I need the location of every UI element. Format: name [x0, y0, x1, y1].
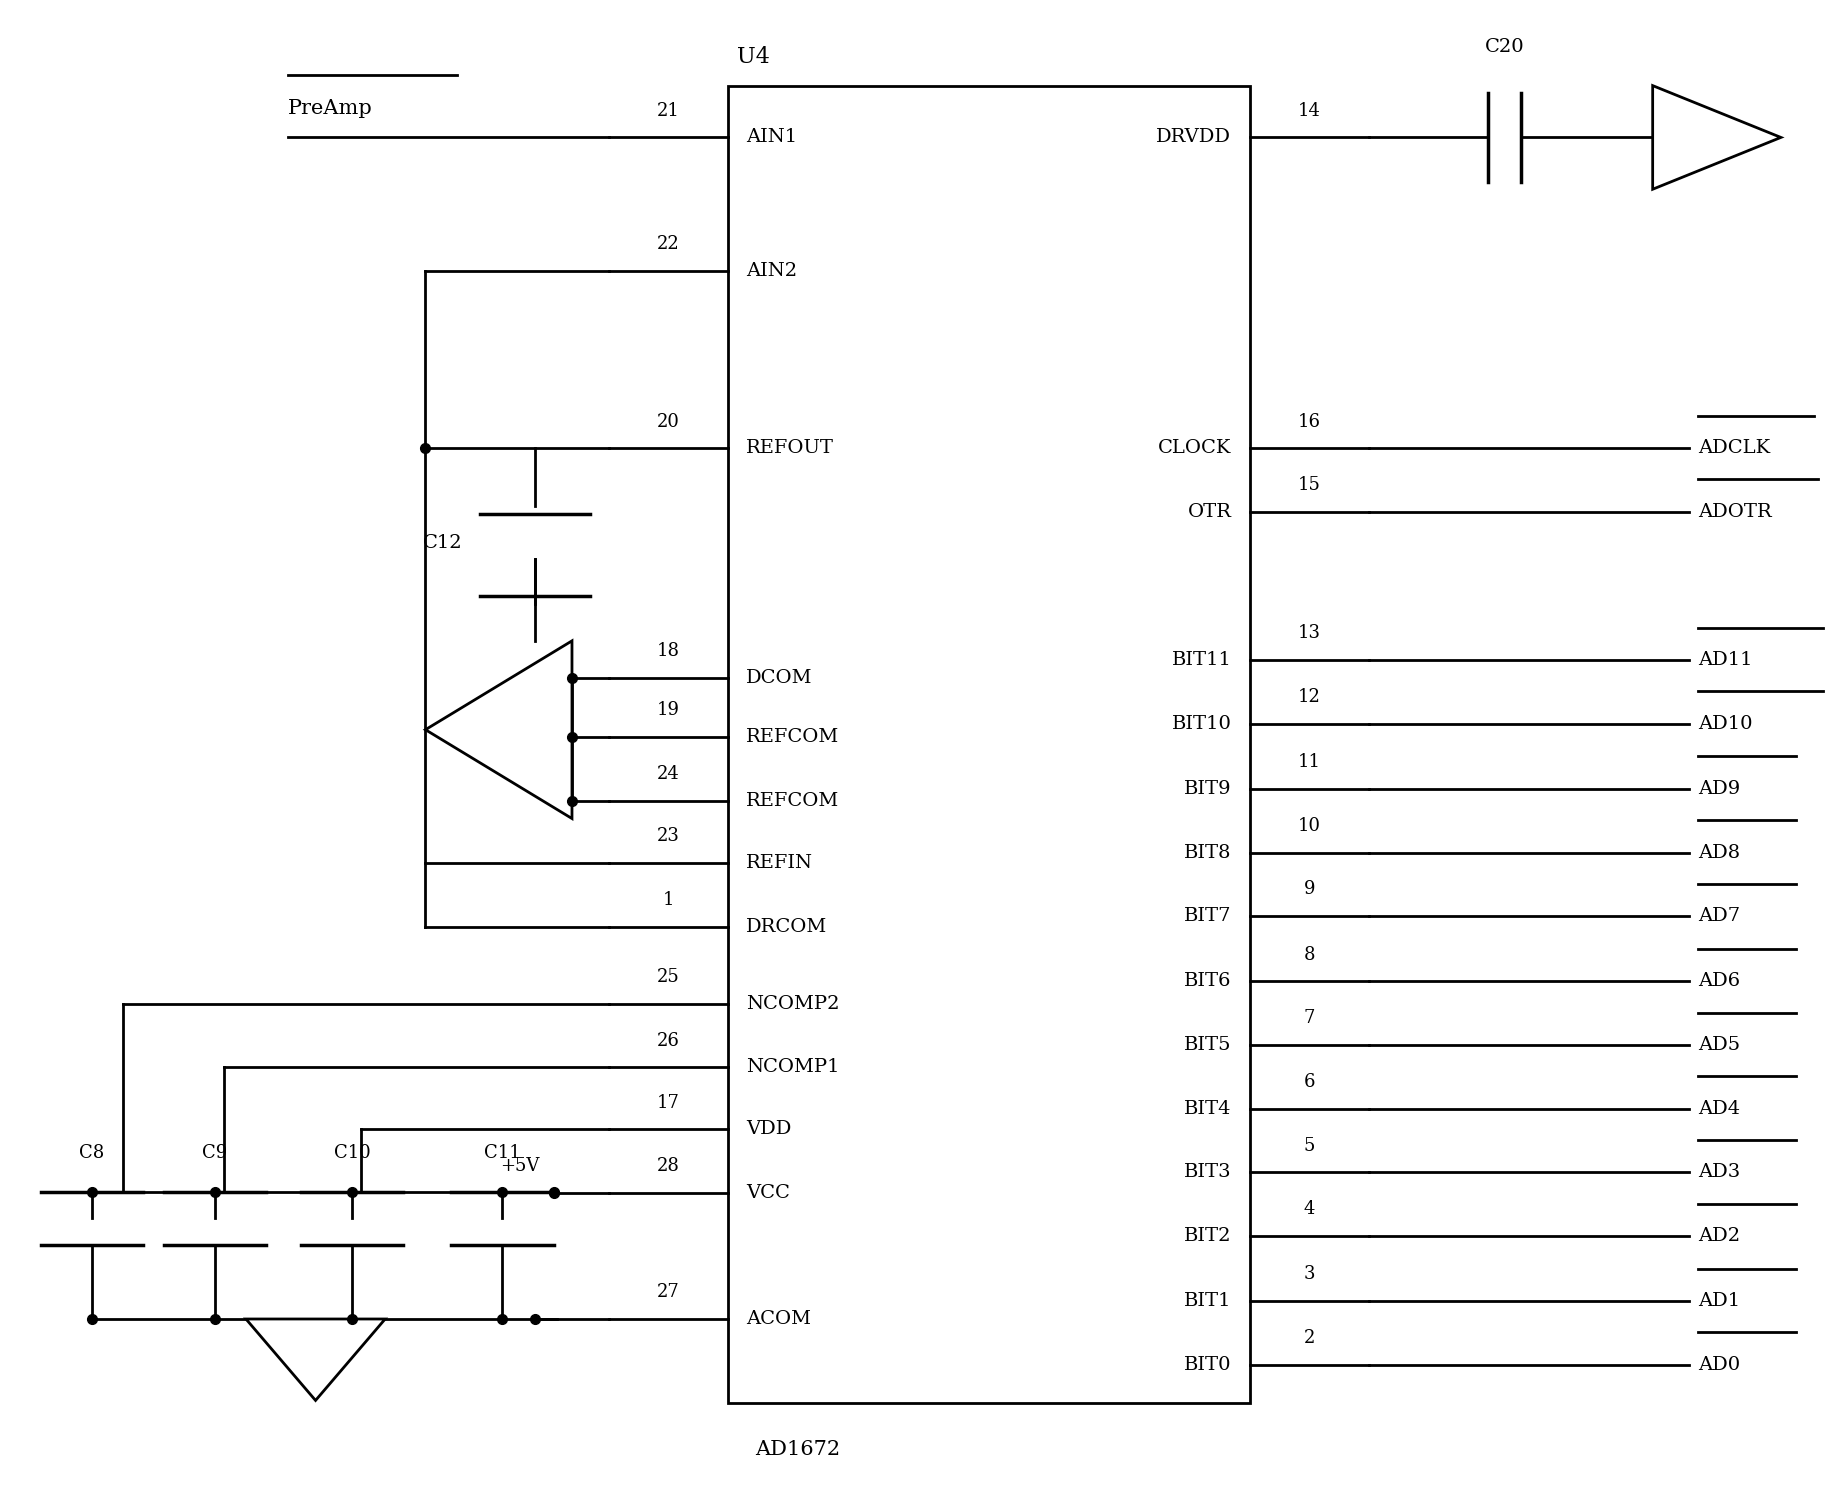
Text: DCOM: DCOM [745, 669, 813, 686]
Text: 10: 10 [1296, 817, 1320, 835]
Text: AD0: AD0 [1697, 1356, 1740, 1374]
Text: AD6: AD6 [1697, 972, 1740, 990]
Text: AIN1: AIN1 [745, 128, 796, 146]
Text: AD9: AD9 [1697, 780, 1740, 798]
Text: 3: 3 [1302, 1266, 1315, 1284]
Text: 28: 28 [657, 1157, 679, 1175]
Text: PreAmp: PreAmp [289, 100, 373, 118]
Text: CLOCK: CLOCK [1157, 439, 1230, 457]
Text: C20: C20 [1484, 39, 1523, 57]
Text: NCOMP1: NCOMP1 [745, 1059, 839, 1077]
Text: 27: 27 [657, 1284, 679, 1301]
Text: BIT6: BIT6 [1182, 972, 1230, 990]
Text: 20: 20 [657, 412, 679, 430]
Bar [726, 85, 1249, 1404]
Text: REFCOM: REFCOM [745, 728, 839, 746]
Text: 17: 17 [657, 1094, 679, 1112]
Text: AD4: AD4 [1697, 1100, 1740, 1118]
Text: 8: 8 [1302, 946, 1315, 963]
Text: 4: 4 [1302, 1200, 1315, 1218]
Text: VCC: VCC [745, 1184, 789, 1202]
Text: 2: 2 [1302, 1330, 1315, 1348]
Text: BIT3: BIT3 [1182, 1163, 1230, 1181]
Text: C9: C9 [202, 1144, 228, 1161]
Text: 11: 11 [1296, 753, 1320, 771]
Text: +5V: +5V [500, 1157, 539, 1175]
Text: BIT0: BIT0 [1182, 1356, 1230, 1374]
Text: NCOMP2: NCOMP2 [745, 995, 839, 1013]
Text: BIT1: BIT1 [1182, 1292, 1230, 1310]
Text: 7: 7 [1302, 1010, 1315, 1027]
Text: REFOUT: REFOUT [745, 439, 833, 457]
Text: C12: C12 [423, 535, 462, 552]
Text: U4: U4 [736, 46, 769, 68]
Text: REFIN: REFIN [745, 855, 813, 873]
Text: 18: 18 [657, 642, 679, 660]
Text: AD1: AD1 [1697, 1292, 1740, 1310]
Text: BIT11: BIT11 [1171, 651, 1230, 669]
Text: BIT4: BIT4 [1182, 1100, 1230, 1118]
Text: 13: 13 [1296, 624, 1320, 642]
Text: 5: 5 [1302, 1136, 1315, 1154]
Text: AD2: AD2 [1697, 1227, 1740, 1245]
Text: ADOTR: ADOTR [1697, 503, 1771, 521]
Text: AD11: AD11 [1697, 651, 1753, 669]
Text: C11: C11 [484, 1144, 520, 1161]
Text: 14: 14 [1296, 101, 1320, 119]
Text: DRVDD: DRVDD [1155, 128, 1230, 146]
Text: BIT5: BIT5 [1182, 1036, 1230, 1054]
Text: 19: 19 [657, 701, 679, 719]
Text: 24: 24 [657, 765, 679, 783]
Text: 26: 26 [657, 1032, 679, 1050]
Text: 1: 1 [662, 890, 673, 908]
Text: AIN2: AIN2 [745, 262, 796, 280]
Text: 21: 21 [657, 101, 679, 119]
Text: AD8: AD8 [1697, 844, 1740, 862]
Text: C8: C8 [79, 1144, 105, 1161]
Text: 22: 22 [657, 235, 679, 253]
Polygon shape [246, 1319, 384, 1401]
Polygon shape [1651, 85, 1780, 189]
Text: BIT8: BIT8 [1182, 844, 1230, 862]
Polygon shape [425, 640, 572, 819]
Text: 23: 23 [657, 828, 679, 846]
Text: 12: 12 [1296, 688, 1320, 706]
Text: DRCOM: DRCOM [745, 917, 828, 935]
Text: AD1672: AD1672 [754, 1440, 840, 1459]
Text: ACOM: ACOM [745, 1310, 811, 1328]
Text: BIT7: BIT7 [1182, 907, 1230, 925]
Text: AD7: AD7 [1697, 907, 1740, 925]
Text: C10: C10 [333, 1144, 370, 1161]
Text: 15: 15 [1296, 476, 1320, 494]
Text: VDD: VDD [745, 1121, 791, 1139]
Text: AD3: AD3 [1697, 1163, 1740, 1181]
Text: 6: 6 [1302, 1074, 1315, 1091]
Text: 9: 9 [1302, 880, 1315, 898]
Text: ADCLK: ADCLK [1697, 439, 1769, 457]
Text: REFCOM: REFCOM [745, 792, 839, 810]
Text: AD5: AD5 [1697, 1036, 1740, 1054]
Text: BIT9: BIT9 [1182, 780, 1230, 798]
Text: OTR: OTR [1186, 503, 1230, 521]
Text: 16: 16 [1296, 412, 1320, 430]
Text: BIT2: BIT2 [1182, 1227, 1230, 1245]
Text: 25: 25 [657, 968, 679, 986]
Text: AD10: AD10 [1697, 715, 1753, 733]
Text: BIT10: BIT10 [1171, 715, 1230, 733]
